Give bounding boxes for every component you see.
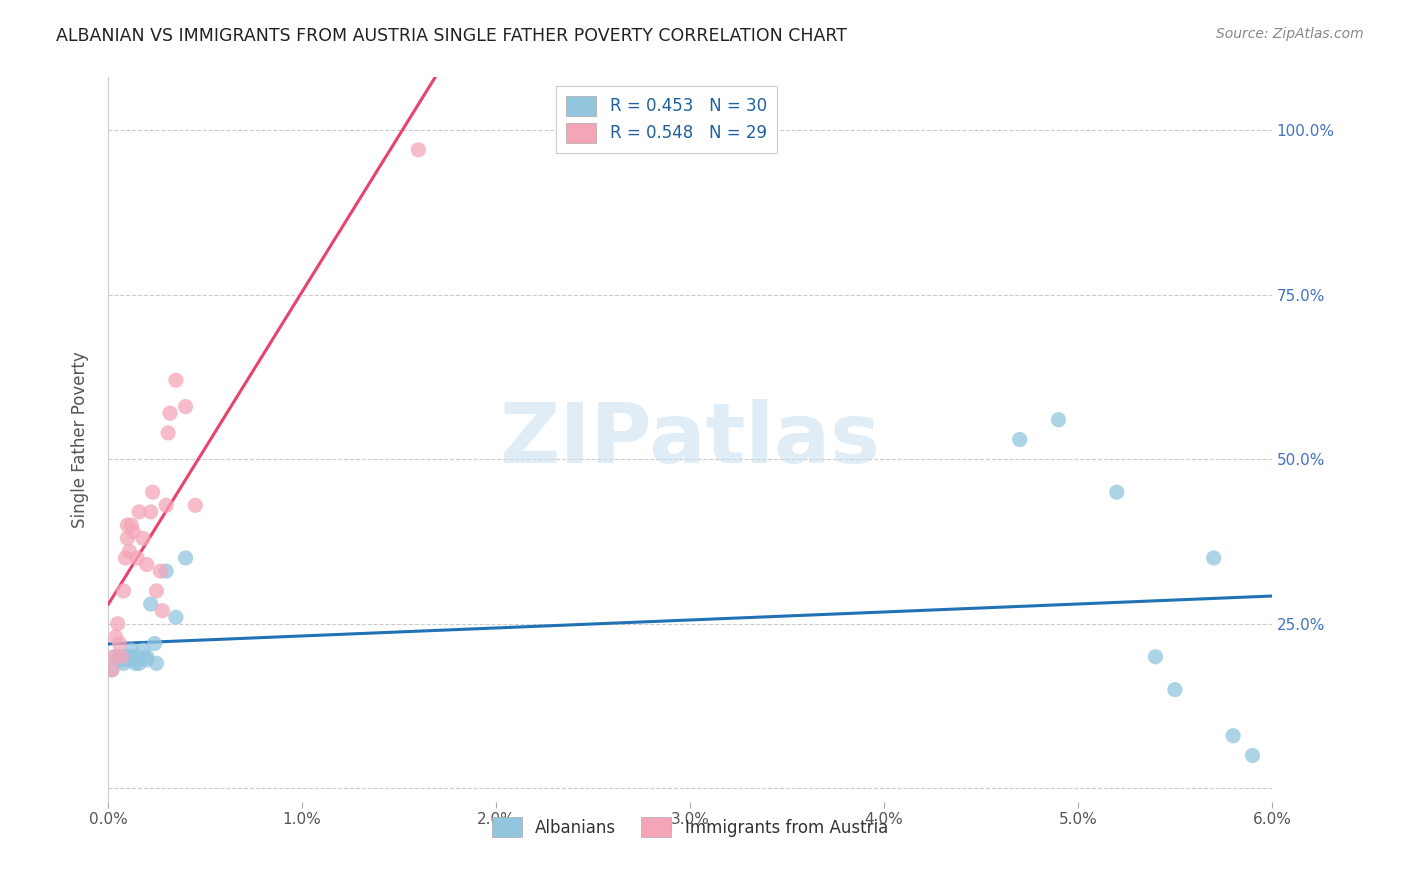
Point	[157, 425, 180, 440]
Point	[139, 505, 162, 519]
Point	[135, 558, 157, 572]
Point	[132, 531, 155, 545]
Point	[159, 406, 181, 420]
Point	[142, 485, 165, 500]
Point	[184, 499, 207, 513]
Point	[127, 649, 149, 664]
Point	[127, 551, 149, 566]
Point	[122, 524, 145, 539]
Point	[122, 649, 145, 664]
Point	[135, 649, 157, 664]
Point	[150, 604, 173, 618]
Point	[120, 643, 142, 657]
Point	[117, 531, 139, 545]
Point	[174, 400, 197, 414]
Point	[149, 564, 172, 578]
Text: Source: ZipAtlas.com: Source: ZipAtlas.com	[1216, 27, 1364, 41]
Text: ALBANIAN VS IMMIGRANTS FROM AUSTRIA SINGLE FATHER POVERTY CORRELATION CHART: ALBANIAN VS IMMIGRANTS FROM AUSTRIA SING…	[56, 27, 848, 45]
Point	[118, 653, 141, 667]
Point	[114, 551, 136, 566]
Point	[103, 649, 125, 664]
Point	[104, 649, 127, 664]
Point	[1047, 413, 1070, 427]
Point	[101, 663, 124, 677]
Point	[1202, 551, 1225, 566]
Point	[165, 373, 187, 387]
Point	[174, 551, 197, 566]
Point	[145, 657, 167, 671]
Point	[145, 583, 167, 598]
Point	[1241, 748, 1264, 763]
Point	[118, 544, 141, 558]
Point	[112, 583, 135, 598]
Point	[155, 499, 177, 513]
Text: ZIPatlas: ZIPatlas	[499, 399, 880, 480]
Point	[124, 657, 146, 671]
Legend: Albanians, Immigrants from Austria: Albanians, Immigrants from Austria	[485, 810, 894, 844]
Point	[1222, 729, 1244, 743]
Point	[112, 657, 135, 671]
Point	[128, 505, 150, 519]
Point	[117, 649, 139, 664]
Point	[110, 649, 132, 664]
Point	[128, 657, 150, 671]
Point	[1008, 433, 1031, 447]
Point	[165, 610, 187, 624]
Point	[143, 637, 166, 651]
Point	[139, 597, 162, 611]
Point	[1105, 485, 1128, 500]
Point	[104, 630, 127, 644]
Point	[1144, 649, 1167, 664]
Point	[120, 518, 142, 533]
Point	[107, 653, 129, 667]
Point	[117, 518, 139, 533]
Point	[110, 653, 132, 667]
Point	[1164, 682, 1187, 697]
Point	[132, 643, 155, 657]
Point	[408, 143, 430, 157]
Point	[108, 649, 131, 664]
Point	[101, 663, 124, 677]
Point	[135, 653, 157, 667]
Point	[107, 616, 129, 631]
Y-axis label: Single Father Poverty: Single Father Poverty	[72, 351, 89, 528]
Point	[108, 637, 131, 651]
Point	[155, 564, 177, 578]
